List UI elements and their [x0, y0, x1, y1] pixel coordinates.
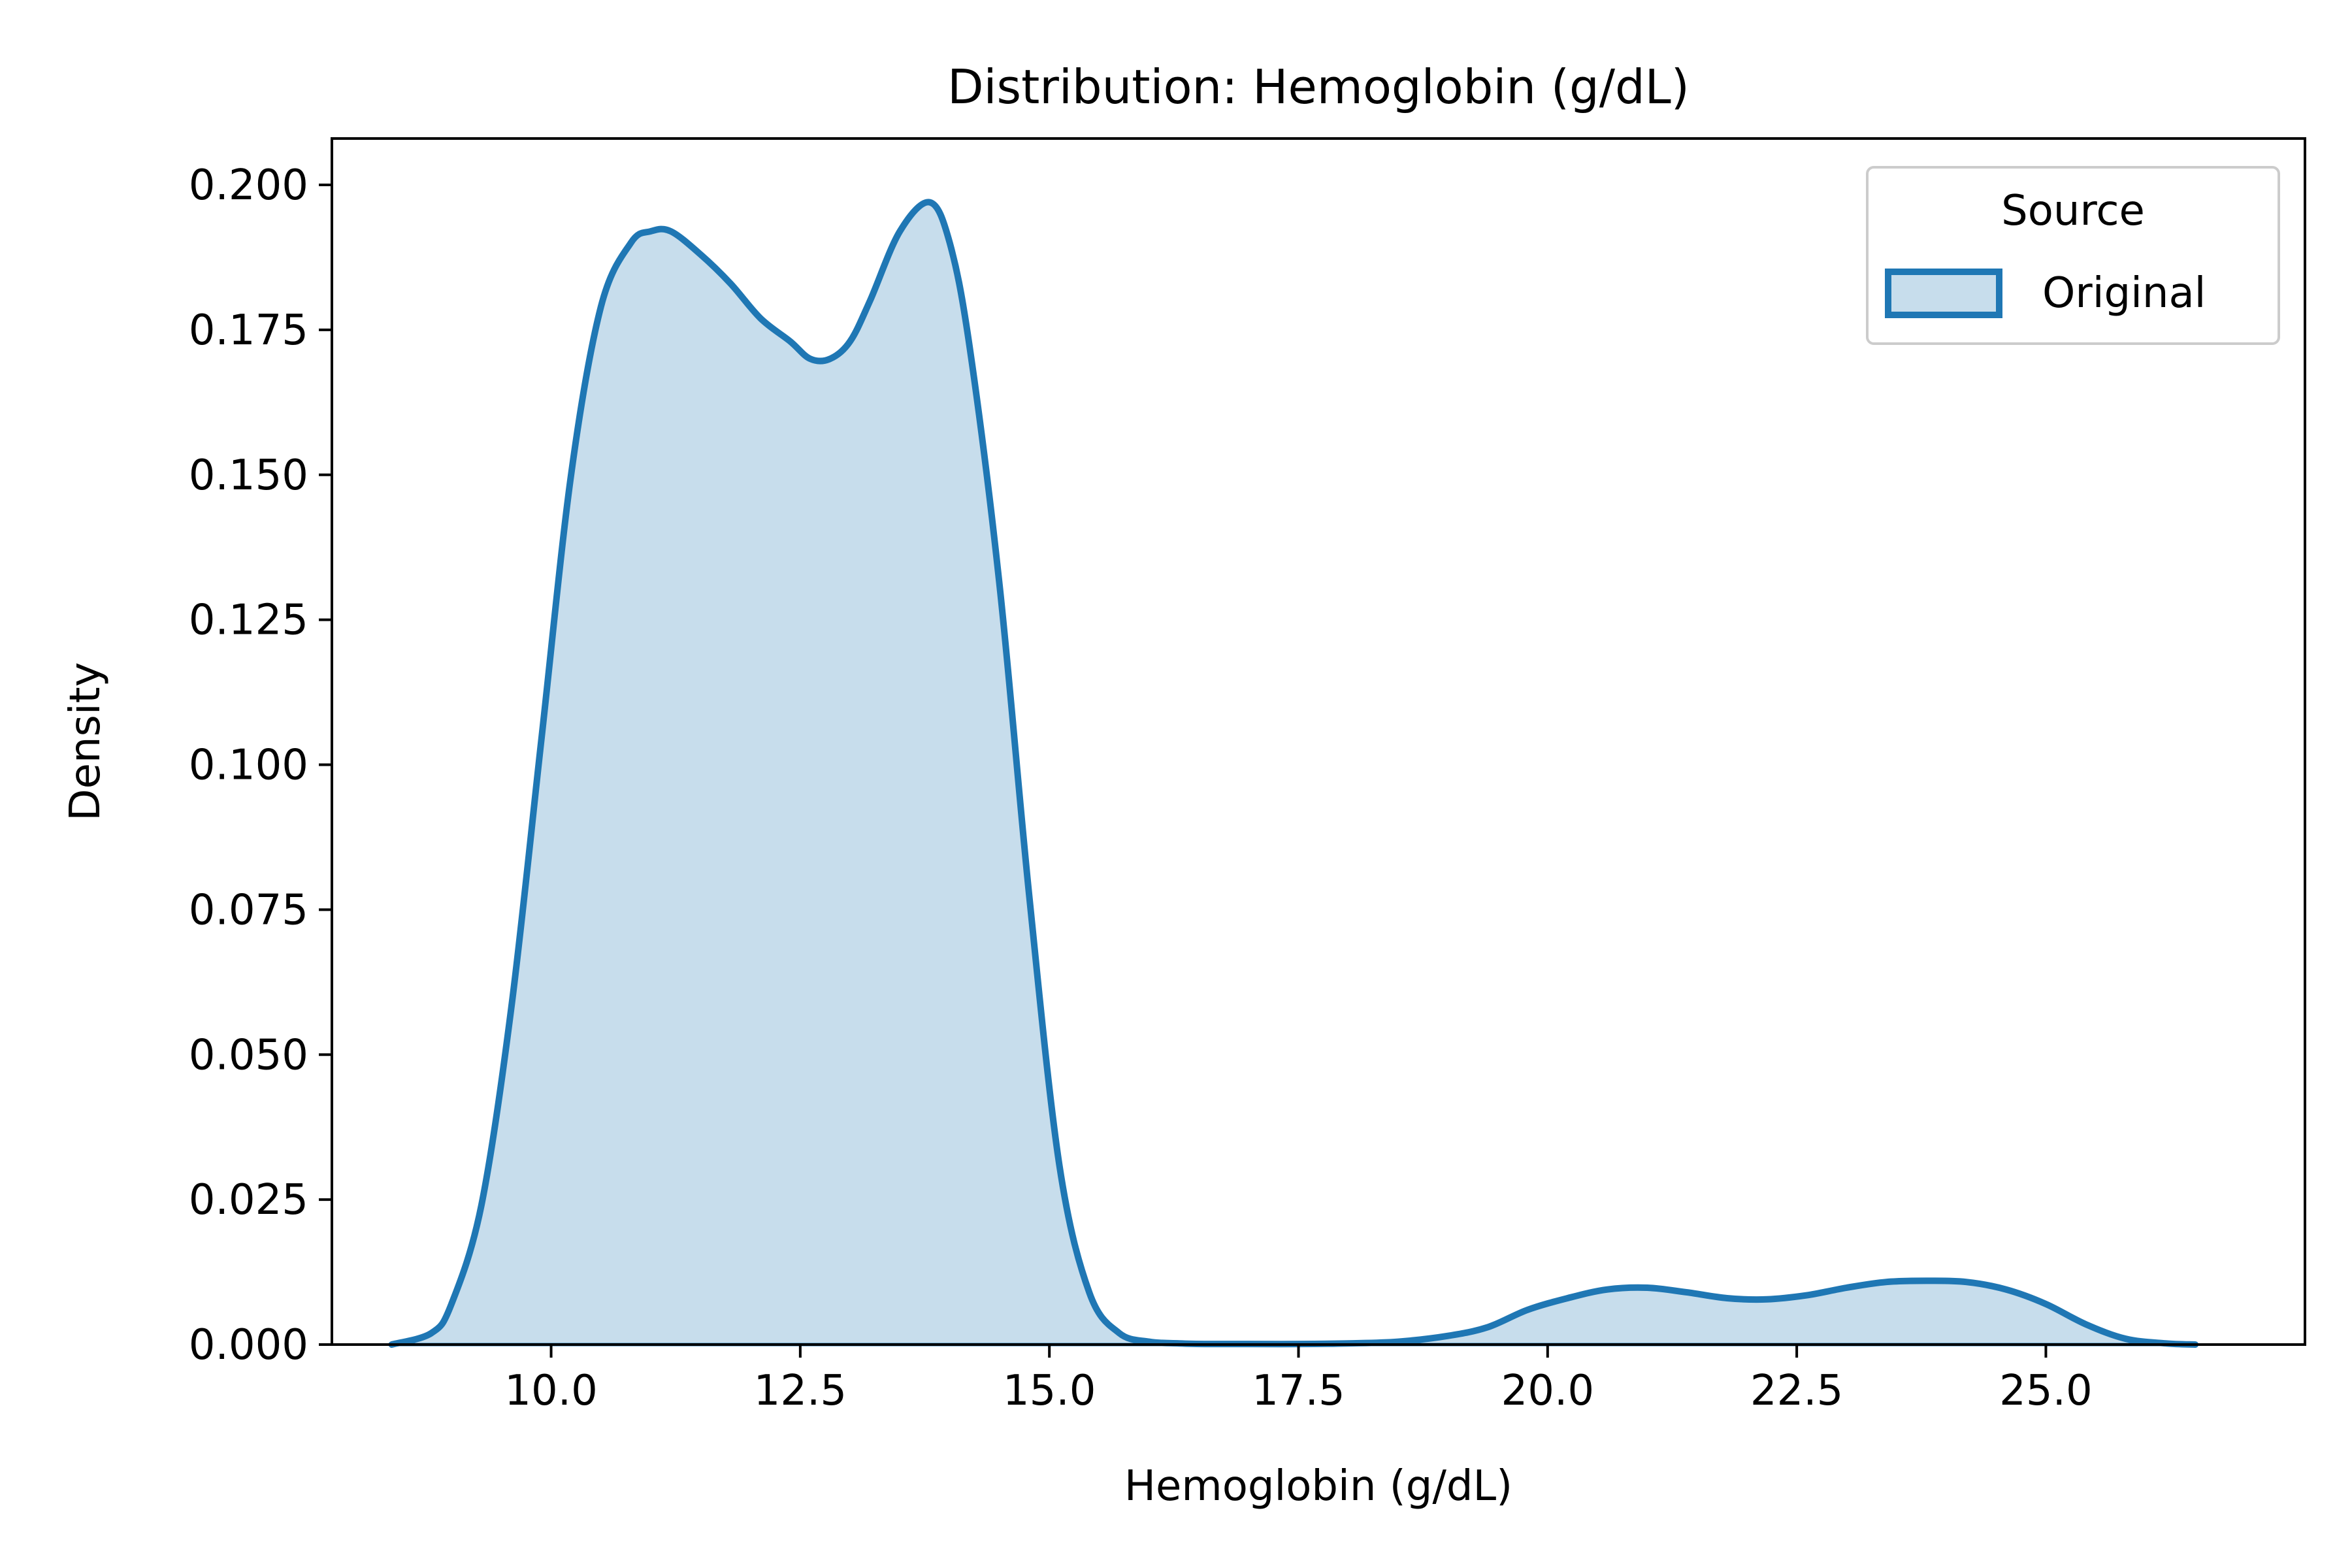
x-axis-ticks: 10.0 12.5 15.0 17.5 20.0 22.5 25.0 [504, 1345, 2093, 1415]
x-tick-label: 17.5 [1252, 1367, 1345, 1415]
y-tick-label: 0.025 [189, 1176, 308, 1224]
y-tick-label: 0.100 [189, 742, 308, 790]
x-tick-label: 25.0 [1999, 1367, 2093, 1415]
chart-title: Distribution: Hemoglobin (g/dL) [947, 59, 1690, 114]
y-tick-label: 0.075 [189, 886, 308, 934]
x-tick-label: 22.5 [1750, 1367, 1844, 1415]
y-tick-label: 0.175 [189, 306, 308, 355]
y-tick-label: 0.050 [189, 1031, 308, 1079]
x-axis-label: Hemoglobin (g/dL) [1124, 1462, 1512, 1511]
density-fill-area [391, 202, 2196, 1345]
y-tick-label: 0.200 [189, 161, 308, 210]
legend-swatch [1885, 269, 2002, 318]
y-tick-label: 0.000 [189, 1321, 308, 1369]
legend: Source Original [1866, 166, 2280, 345]
y-axis-label: Density [61, 662, 110, 821]
plot-area [331, 137, 2306, 1348]
y-axis-ticks: 0.000 0.025 0.050 0.075 0.100 0.125 0.150 0.175… [189, 161, 332, 1369]
legend-box [1866, 166, 2280, 345]
legend-title: Source [2001, 187, 2145, 235]
y-tick-label: 0.125 [189, 596, 308, 645]
x-tick-label: 12.5 [754, 1367, 847, 1415]
axes-frame [331, 137, 2306, 1346]
density-line [388, 199, 2199, 1348]
x-tick-label: 15.0 [1003, 1367, 1096, 1415]
x-tick-label: 10.0 [504, 1367, 598, 1415]
y-tick-label: 0.150 [189, 451, 308, 500]
legend-entry-label: Original [2042, 269, 2206, 318]
x-tick-label: 20.0 [1501, 1367, 1595, 1415]
